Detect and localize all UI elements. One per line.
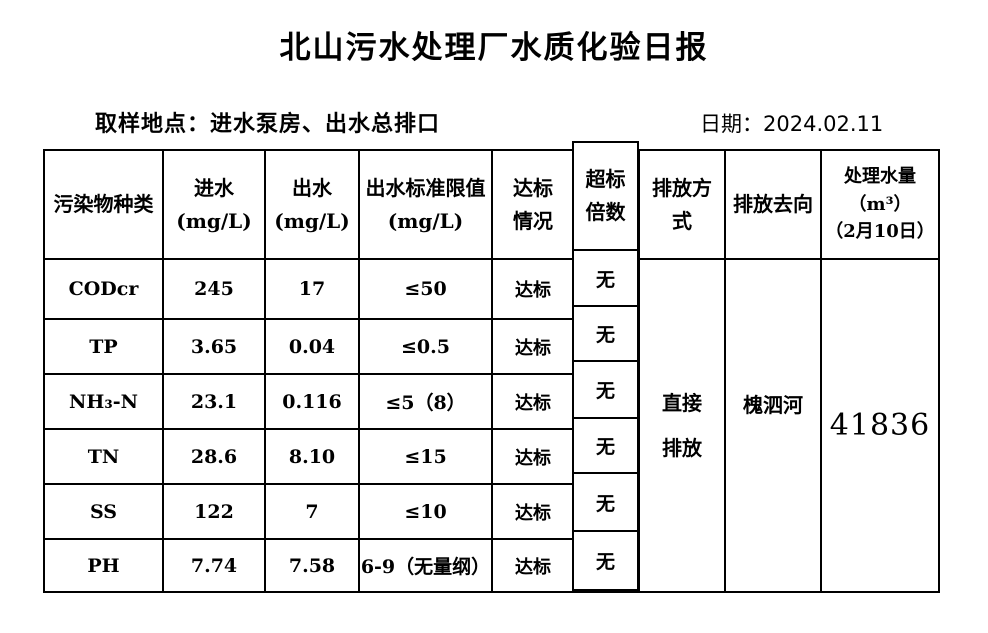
compliance-cell: 达标: [491, 373, 575, 430]
treated-volume-cell: 41836: [820, 258, 940, 593]
col-header-discharge-mode: 排放方 式: [638, 149, 726, 260]
exceedance-cell: 无: [595, 551, 615, 573]
pollutant-cell: NH₃-N: [43, 373, 164, 430]
compliance-cell: 达标: [491, 318, 575, 375]
page-title: 北山污水处理厂水质化验日报: [279, 30, 709, 66]
compliance-cell: 达标: [491, 258, 575, 320]
limit-cell: ≤15: [358, 428, 493, 485]
compliance-cell: 达标: [491, 538, 575, 593]
pollutant-cell: SS: [43, 483, 164, 540]
col-header-exceedance: 超标 倍数: [574, 143, 637, 251]
sampling-location-text: 取样地点：进水泵房、出水总排口: [95, 111, 441, 137]
date-value: 2024.02.11: [763, 112, 884, 136]
discharge-destination-cell: 槐泗河: [724, 258, 822, 593]
influent-cell: 122: [162, 483, 266, 540]
effluent-cell: 7.58: [264, 538, 360, 593]
exceedance-cell: 无: [574, 251, 637, 307]
effluent-cell: 0.116: [264, 373, 360, 430]
pollutant-cell: TP: [43, 318, 164, 375]
compliance-cell: 达标: [491, 483, 575, 540]
col-header-limit: 出水标准限值 (mg/L): [358, 149, 493, 260]
influent-cell: 28.6: [162, 428, 266, 485]
exceedance-column: 超标 倍数 无 无 无 无 无 无: [572, 141, 639, 591]
limit-cell: ≤0.5: [358, 318, 493, 375]
col-header-influent: 进水 (mg/L): [162, 149, 266, 260]
pollutant-cell: CODcr: [43, 258, 164, 320]
influent-cell: 7.74: [162, 538, 266, 593]
col-header-effluent: 出水 (mg/L): [264, 149, 360, 260]
discharge-destination-text: 槐泗河: [743, 393, 803, 417]
col-header-discharge-destination: 排放去向: [724, 149, 822, 260]
limit-cell: ≤50: [358, 258, 493, 320]
limit-cell: 6-9（无量纲）: [358, 538, 493, 593]
exceedance-cell: 无: [574, 362, 637, 419]
pollutant-cell: PH: [43, 538, 164, 593]
header-row: 污染物种类 进水 (mg/L) 出水 (mg/L) 出水标准限值 (mg/L) …: [43, 149, 940, 260]
effluent-cell: 17: [264, 258, 360, 320]
compliance-cell: 达标: [491, 428, 575, 485]
col-header-treated-volume: 处理水量 （m³） （2月10日）: [820, 149, 940, 260]
date-label: 日期：: [700, 112, 763, 136]
exceedance-cell: 无: [574, 307, 637, 362]
limit-cell: ≤10: [358, 483, 493, 540]
table-row: CODcr 245 17 ≤50 达标 直接 排放 槐泗河 41836: [43, 258, 940, 593]
col-header-compliance: 达标 情况: [491, 149, 575, 260]
effluent-cell: 7: [264, 483, 360, 540]
pollutant-cell: TN: [43, 428, 164, 485]
influent-cell: 23.1: [162, 373, 266, 430]
effluent-cell: 8.10: [264, 428, 360, 485]
exceedance-cell: 无: [574, 419, 637, 474]
effluent-cell: 0.04: [264, 318, 360, 375]
report-date: 日期：2024.02.11: [700, 108, 883, 138]
exceedance-cell: 无: [574, 474, 637, 532]
influent-cell: 245: [162, 258, 266, 320]
limit-cell: ≤5（8）: [358, 373, 493, 430]
discharge-mode-cell: 直接 排放: [638, 258, 726, 593]
influent-cell: 3.65: [162, 318, 266, 375]
col-header-pollutant: 污染物种类: [43, 149, 164, 260]
water-quality-table: 污染物种类 进水 (mg/L) 出水 (mg/L) 出水标准限值 (mg/L) …: [43, 149, 940, 593]
